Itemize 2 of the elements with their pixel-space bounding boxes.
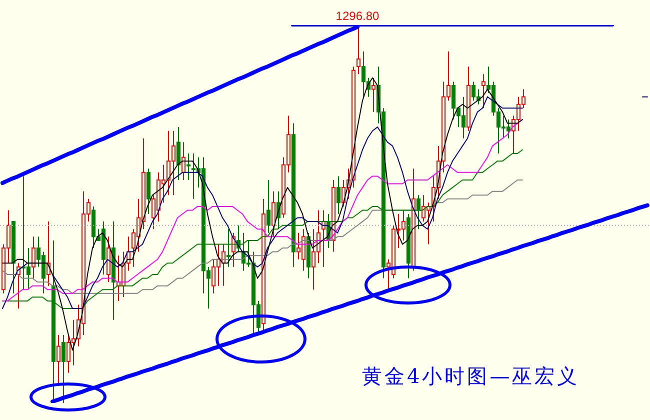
annotation: 1296.80 bbox=[336, 9, 380, 23]
text: 黄金4小时图—巫宏义 bbox=[362, 364, 580, 388]
